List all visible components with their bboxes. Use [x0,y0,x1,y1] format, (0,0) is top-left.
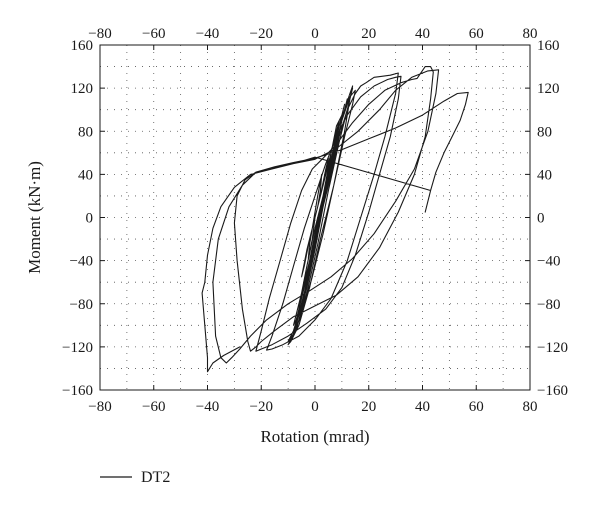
y-tick-label-right: 0 [537,211,545,227]
x-tick-label-bottom: 0 [311,399,319,415]
x-tick-label-bottom: 60 [469,399,484,415]
axis-ticks [99,44,531,391]
y-tick-label-left: 0 [86,211,94,227]
x-tick-label-top: 0 [311,26,319,42]
y-tick-label-left: −160 [62,383,93,399]
tick-labels: −80 −80 −60 −60 −40 −40 −20 −20 0 0 20 20 40 40 60 60 80… [62,26,568,415]
x-tick-label-top: 60 [469,26,484,42]
legend-label-dt2: DT2 [141,469,170,486]
x-tick-label-top: −20 [250,26,273,42]
series-layer [201,66,469,373]
x-tick-label-bottom: 20 [361,399,376,415]
y-tick-label-right: 80 [537,124,552,140]
x-tick-label-top: 80 [523,26,538,42]
y-tick-label-left: 80 [78,124,93,140]
y-tick-label-right: −160 [537,383,568,399]
y-tick-label-right: 120 [537,81,560,97]
x-tick-label-top: −40 [196,26,219,42]
series-line-dt2 [201,66,469,373]
legend: DT2 [100,469,170,486]
y-tick-label-right: −40 [537,254,560,270]
y-tick-label-left: −120 [62,340,93,356]
x-tick-label-bottom: −20 [250,399,273,415]
y-tick-label-left: 40 [78,167,93,183]
x-tick-label-bottom: −40 [196,399,219,415]
x-axis-title: Rotation (mrad) [260,427,369,446]
x-tick-label-bottom: 40 [415,399,430,415]
x-tick-label-bottom: −60 [142,399,165,415]
x-tick-label-bottom: −80 [88,399,111,415]
x-tick-label-top: 20 [361,26,376,42]
y-tick-label-left: −80 [70,297,93,313]
y-tick-label-left: 160 [71,38,94,54]
y-tick-label-right: −120 [537,340,568,356]
x-tick-label-bottom: 80 [523,399,538,415]
x-tick-label-top: 40 [415,26,430,42]
x-tick-label-top: −60 [142,26,165,42]
y-tick-label-right: −80 [537,297,560,313]
y-tick-label-right: 40 [537,167,552,183]
y-axis-title: Moment (kN·m) [25,161,44,274]
y-tick-label-left: −40 [70,254,93,270]
x-tick-label-top: −80 [88,26,111,42]
y-tick-label-left: 120 [71,81,94,97]
y-tick-label-right: 160 [537,38,560,54]
